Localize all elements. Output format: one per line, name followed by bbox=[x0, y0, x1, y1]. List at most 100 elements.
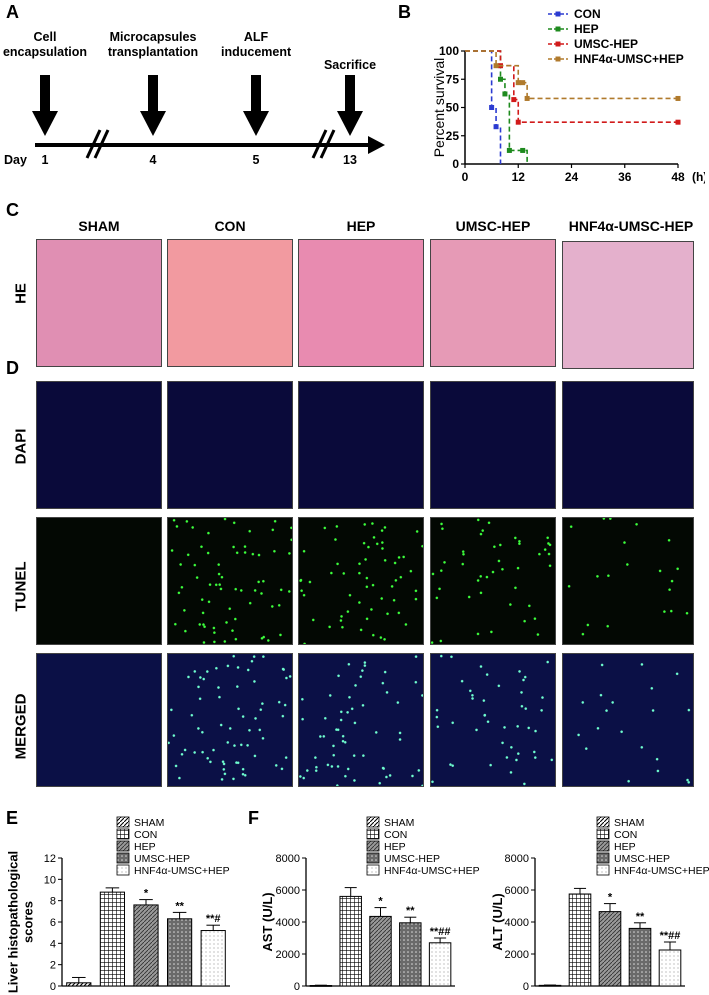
he-image-sham bbox=[36, 239, 162, 367]
survival-point-4 bbox=[493, 63, 499, 69]
tunel-image-hep bbox=[298, 517, 424, 645]
dapi-image-sham bbox=[36, 381, 162, 509]
e-legend-label-1: SHAM bbox=[134, 817, 164, 829]
e-legend-label-3: HEP bbox=[134, 841, 156, 853]
f1-legend-swatch-3 bbox=[366, 840, 380, 852]
f2-legend-label-4: UMSC-HEP bbox=[614, 853, 670, 865]
survival-x-tick-label: 48 bbox=[671, 170, 685, 184]
e-y-tick-label: 10 bbox=[44, 874, 56, 886]
e-legend-swatch-4 bbox=[116, 852, 130, 864]
survival-y-tick-label: 100 bbox=[439, 44, 459, 58]
e-legend-label-2: CON bbox=[134, 829, 157, 841]
survival-point-2 bbox=[502, 91, 508, 97]
f1-y-tick-label: 4000 bbox=[276, 917, 300, 929]
merged-image-con bbox=[167, 653, 293, 787]
f2-legend-swatch-3 bbox=[596, 840, 610, 852]
survival-point-3 bbox=[515, 119, 521, 125]
e-legend-swatch-1 bbox=[116, 816, 130, 828]
e-bar-1 bbox=[66, 982, 92, 987]
f2-y-tick-label: 8000 bbox=[505, 853, 529, 865]
e-y-tick-label: 4 bbox=[50, 938, 56, 950]
column-title-sham: SHAM bbox=[78, 218, 120, 234]
e-y-tick-label: 8 bbox=[50, 896, 56, 908]
timeline-day-1: 1 bbox=[41, 153, 49, 167]
survival-legend-label-4: HNF4α-UMSC+HEP bbox=[574, 52, 684, 66]
row-title-dapi: DAPI bbox=[12, 428, 30, 465]
f2-significance-label-3: * bbox=[608, 892, 613, 904]
f2-y-tick-label: 6000 bbox=[505, 885, 529, 897]
f1-legend-label-1: SHAM bbox=[384, 817, 414, 829]
survival-legend-label-3: UMSC-HEP bbox=[574, 37, 638, 51]
f1-y-tick-label: 2000 bbox=[276, 949, 300, 961]
survival-point-4 bbox=[675, 95, 681, 101]
timeline-event-2-label: Microcapsules transplantation bbox=[107, 30, 199, 59]
f2-y-tick-label: 4000 bbox=[505, 917, 529, 929]
survival-point-4 bbox=[524, 95, 530, 101]
survival-legend-marker-1 bbox=[555, 11, 561, 17]
merged-image-hnf4a-umsc-hep bbox=[562, 653, 694, 787]
tunel-image-umsc-hep bbox=[430, 517, 556, 645]
f2-y-tick-label: 2000 bbox=[505, 949, 529, 961]
panel-label-b: B bbox=[398, 2, 411, 22]
e-y-tick-label: 6 bbox=[50, 917, 56, 929]
survival-legend-label-2: HEP bbox=[574, 22, 599, 36]
f1-legend-label-4: UMSC-HEP bbox=[384, 853, 440, 865]
survival-legend-label-1: CON bbox=[574, 7, 601, 21]
survival-y-axis-label: Percent survival bbox=[431, 58, 447, 158]
f1-legend-label-2: CON bbox=[384, 829, 407, 841]
f1-significance-label-4: ** bbox=[406, 905, 415, 917]
f2-legend-swatch-1 bbox=[596, 816, 610, 828]
timeline-day-5: 5 bbox=[252, 153, 260, 167]
f2-bar-2 bbox=[568, 893, 592, 987]
survival-y-tick-label: 25 bbox=[446, 129, 460, 143]
survival-x-axis-label: (h) bbox=[692, 170, 705, 184]
timeline-event-4-label: Sacrifice bbox=[323, 58, 377, 72]
timeline-day-13: 13 bbox=[343, 153, 357, 167]
tunel-image-hnf4a-umsc-hep bbox=[562, 517, 694, 645]
survival-legend-marker-2 bbox=[555, 26, 561, 32]
e-significance-label-4: ** bbox=[175, 900, 184, 912]
f2-legend-label-3: HEP bbox=[614, 841, 636, 853]
survival-legend-marker-4 bbox=[555, 56, 561, 62]
f1-significance-label-5: **## bbox=[430, 926, 451, 938]
f1-bar-4 bbox=[399, 922, 422, 987]
survival-chart: 0 25 50 75 100 0 12 24 36 48 (h) Percent survival CO… bbox=[431, 7, 705, 184]
f1-bar-3 bbox=[369, 915, 392, 987]
column-title-umsc-hep: UMSC-HEP bbox=[455, 218, 531, 234]
f1-legend-swatch-5 bbox=[366, 864, 380, 876]
timeline-arrow-2 bbox=[140, 75, 166, 136]
row-title-he: HE bbox=[12, 283, 30, 304]
timeline-break-2 bbox=[311, 129, 336, 159]
f1-legend-label-5: HNF4α-UMSC+HEP bbox=[384, 865, 480, 877]
timeline-arrowhead bbox=[368, 136, 385, 154]
panel-label-c: C bbox=[6, 200, 19, 220]
e-significance-label-5: **# bbox=[206, 913, 221, 925]
survival-point-1 bbox=[489, 105, 495, 110]
dapi-image-con bbox=[167, 381, 293, 509]
timeline-arrow-3 bbox=[243, 75, 269, 136]
tunel-image-sham bbox=[36, 517, 162, 645]
f2-legend-label-5: HNF4α-UMSC+HEP bbox=[614, 865, 709, 877]
merged-image-umsc-hep bbox=[430, 653, 556, 787]
survival-x-tick-label: 12 bbox=[512, 170, 526, 184]
survival-x-tick-label: 36 bbox=[618, 170, 632, 184]
timeline-day-label: Day bbox=[4, 153, 27, 167]
e-legend-label-4: UMSC-HEP bbox=[134, 853, 190, 865]
e-bar-5 bbox=[200, 930, 226, 987]
e-legend-swatch-3 bbox=[116, 840, 130, 852]
survival-point-4 bbox=[515, 80, 521, 86]
survival-point-2 bbox=[498, 76, 503, 82]
he-image-umsc-hep bbox=[430, 239, 556, 367]
f1-legend-label-3: HEP bbox=[384, 841, 406, 853]
e-bar-2 bbox=[99, 891, 125, 987]
f2-legend-label-1: SHAM bbox=[614, 817, 644, 829]
he-image-con bbox=[167, 239, 293, 367]
column-title-hnf4a-umsc-hep: HNF4α-UMSC-HEP bbox=[568, 218, 694, 234]
e-y-tick-label: 12 bbox=[44, 853, 56, 865]
e-y-axis-label: Liver histopathological bbox=[6, 851, 21, 993]
he-image-hep bbox=[298, 239, 424, 367]
f2-significance-label-4: ** bbox=[636, 911, 645, 923]
f1-y-tick-label: 0 bbox=[294, 981, 300, 993]
